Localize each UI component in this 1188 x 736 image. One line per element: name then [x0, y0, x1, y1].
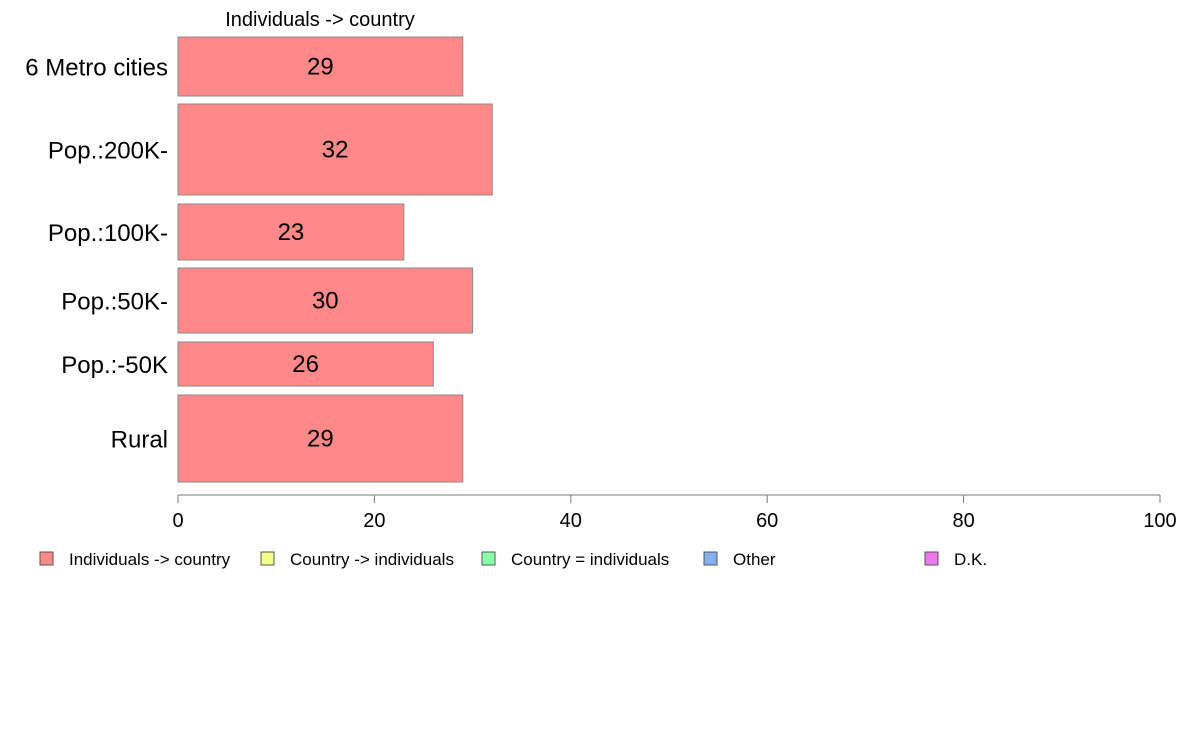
bars-layer: [177, 36, 493, 483]
x-axis: 0 20 40 60 80 100: [172, 494, 1177, 532]
bar: [177, 203, 405, 261]
legend-label: Individuals -> country: [69, 550, 231, 569]
legend-item: Country -> individuals: [260, 550, 454, 569]
x-tick-label: 80: [952, 510, 974, 532]
category-label: Pop.:200K-: [48, 138, 168, 165]
bar: [177, 394, 464, 483]
legend-swatch: [481, 551, 496, 566]
bar: [177, 36, 464, 97]
bar: [177, 341, 434, 387]
category-label: Pop.:-50K: [61, 352, 168, 379]
category-label: Pop.:100K-: [48, 220, 168, 247]
legend-item: D.K.: [924, 550, 987, 569]
bar-value-label: 29: [307, 54, 334, 81]
legend-label: D.K.: [954, 550, 987, 569]
legend-label: Country = individuals: [511, 550, 669, 569]
legend-swatch: [924, 551, 939, 566]
x-tick-label: 100: [1143, 510, 1176, 532]
legend-item: Country = individuals: [481, 550, 669, 569]
x-tick-label: 60: [756, 510, 778, 532]
legend-swatch: [39, 551, 54, 566]
bar-value-label: 32: [322, 137, 349, 164]
x-tick-label: 0: [172, 510, 183, 532]
category-label: Pop.:50K-: [61, 289, 168, 316]
x-tick-label: 40: [560, 510, 582, 532]
bar: [177, 267, 474, 334]
bar-value-label: 29: [307, 426, 334, 453]
bar-labels-layer: 29 32 23 30 26 29: [278, 54, 349, 453]
category-label: Rural: [111, 427, 168, 454]
bar-value-label: 26: [292, 351, 319, 378]
x-tick-label: 20: [363, 510, 385, 532]
bar: [177, 103, 493, 196]
legend-swatch: [703, 551, 718, 566]
legend-item: Individuals -> country: [39, 550, 231, 569]
legend-label: Country -> individuals: [290, 550, 454, 569]
category-labels-layer: 6 Metro cities Pop.:200K- Pop.:100K- Pop.:5…: [25, 55, 168, 454]
category-label: 6 Metro cities: [25, 55, 168, 82]
chart-title: Individuals -> country: [225, 9, 415, 31]
bar-value-label: 23: [278, 219, 305, 246]
legend-swatch: [260, 551, 275, 566]
legend-item: Other: [703, 550, 776, 569]
legend-label: Other: [733, 550, 776, 569]
legend: Individuals -> country Country -> individ…: [39, 550, 987, 569]
bar-value-label: 30: [312, 288, 339, 315]
